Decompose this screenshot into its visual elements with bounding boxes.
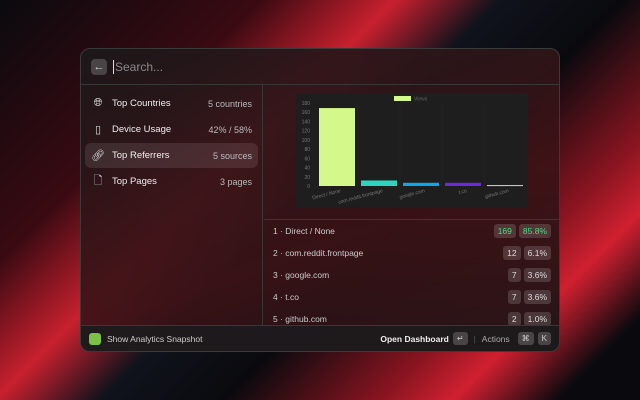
y-tick-label: 60 [304,156,310,162]
sidebar-item-top-pages[interactable]: 🗋︎ Top Pages 3 pages [85,169,258,194]
percent-badge: 6.1% [523,246,551,260]
percent-badge: 3.6% [523,290,551,304]
item-label: Top Countries [112,98,171,109]
y-tick-label: 140 [302,119,311,125]
sidebar: 🌐︎ Top Countries 5 countries ▯ Device Usage… [81,85,263,325]
x-tick-label: t.co [458,188,468,196]
percent-badge: 1.0% [523,312,551,326]
globe-icon: 🌐︎ [93,97,103,109]
count-badge: 7 [507,290,521,304]
y-tick-label: 80 [304,147,310,153]
actions-button[interactable]: Actions [481,333,510,344]
item-name: 2 · com.reddit.frontpage [273,248,364,258]
percent-badge: 3.6% [523,268,551,282]
list-item[interactable]: 3 · google.com 7 3.6% [264,264,559,286]
y-tick-label: 40 [304,166,310,172]
launcher-window: ← Search... 🌐︎ Top Countries 5 countries ▯… [80,48,560,352]
y-tick-label: 0 [307,184,310,190]
enter-key-icon: ↵ [452,332,468,345]
device-icon: ▯ [94,124,102,136]
open-dashboard-button[interactable]: Open Dashboard [380,333,449,344]
count-badge: 7 [507,268,521,282]
y-tick-label: 20 [304,175,310,181]
k-key: K [537,332,551,345]
y-tick-label: 100 [302,138,311,144]
sidebar-item-top-referrers[interactable]: 🔗︎ Top Referrers 5 sources [85,143,258,168]
app-logo-icon [89,332,101,345]
count-badge: 169 [493,224,516,238]
y-tick-label: 120 [302,129,311,135]
bar [445,182,481,186]
referrer-list: 1 · Direct / None 169 85.8% 2 · com.reddit… [264,219,559,330]
sidebar-item-device-usage[interactable]: ▯ Device Usage 42% / 58% [85,117,258,142]
item-accessory: 3 pages [219,176,252,187]
bar [403,182,439,186]
x-tick-label: com.reddit.frontpage [338,188,384,206]
list-item[interactable]: 4 · t.co 7 3.6% [264,286,559,308]
item-name: 4 · t.co [273,292,299,302]
detail-pane: 0 20 40 60 80 100 120 140 160 180 Views Direct / No… [264,85,559,326]
item-label: Top Referrers [112,150,170,161]
bar [361,180,397,186]
legend-swatch [394,96,411,101]
x-tick-label: google.com [399,188,426,200]
action-bar: Show Analytics Snapshot Open Dashboard ↵… [81,325,559,351]
bar [487,185,523,187]
item-accessory: 5 countries [207,98,252,109]
y-tick-label: 160 [302,110,311,116]
search-bar[interactable]: ← Search... [81,49,559,85]
item-label: Top Pages [112,176,157,187]
list-item[interactable]: 1 · Direct / None 169 85.8% [264,220,559,242]
bar [319,108,355,186]
item-name: 5 · github.com [273,314,327,324]
list-item[interactable]: 5 · github.com 2 1.0% [264,308,559,330]
command-key-icon: ⌘ [517,332,534,345]
count-badge: 2 [507,312,521,326]
legend-label: Views [414,97,428,103]
command-title: Show Analytics Snapshot [107,333,203,344]
sidebar-item-top-countries[interactable]: 🌐︎ Top Countries 5 countries [85,91,258,116]
item-name: 1 · Direct / None [273,226,335,236]
back-arrow-icon[interactable]: ← [91,58,107,75]
page-icon: 🗋︎ [93,175,103,187]
item-accessory: 42% / 58% [208,124,252,135]
x-tick-label: github.com [484,188,509,200]
item-label: Device Usage [112,124,172,135]
percent-badge: 85.8% [518,224,551,238]
item-accessory: 5 sources [212,150,252,161]
search-input[interactable]: Search... [113,59,164,74]
link-icon: 🔗︎ [91,150,105,162]
chart: 0 20 40 60 80 100 120 140 160 180 Views Direct / No… [296,93,528,207]
list-item[interactable]: 2 · com.reddit.frontpage 12 6.1% [264,242,559,264]
count-badge: 12 [503,246,521,260]
y-tick-label: 180 [302,101,311,107]
item-name: 3 · google.com [273,270,330,280]
